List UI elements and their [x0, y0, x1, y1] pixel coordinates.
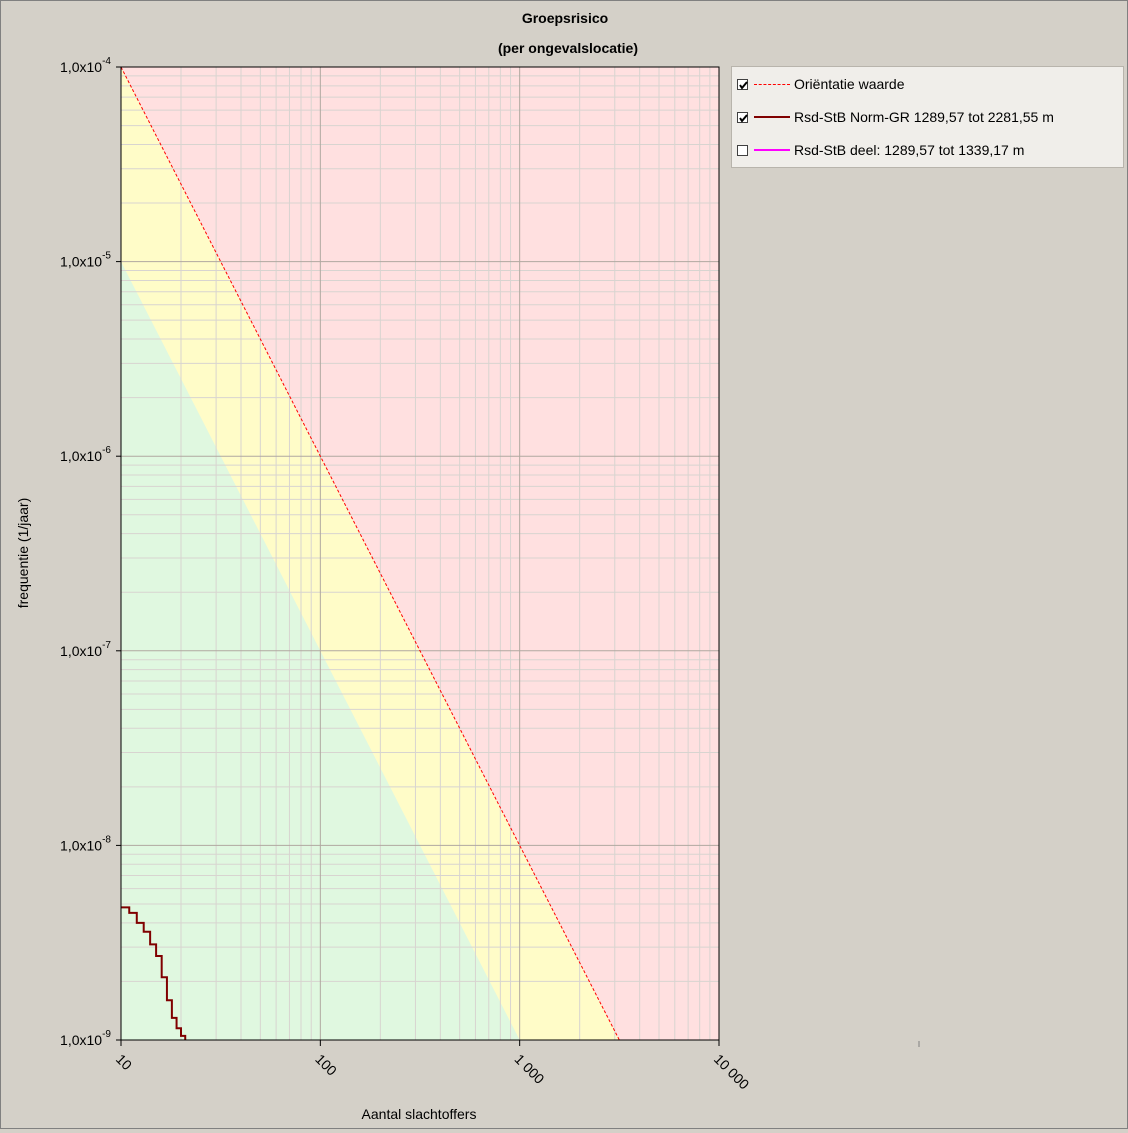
- legend-item-orientatie[interactable]: Oriëntatie waarde: [737, 73, 905, 95]
- y-axis-ticks: 1,0x10-4 1,0x10-5 1,0x10-6 1,0x10-7 1,0x10-8…: [60, 56, 121, 1048]
- checkmark-icon: [739, 80, 748, 90]
- series-line-1: [121, 906, 187, 1040]
- y-tick-label: 1,0x10-5: [60, 251, 111, 270]
- plot-border: [120, 66, 720, 1041]
- y-tick-label: 1,0x10-6: [60, 445, 111, 464]
- y-tick-label: 1,0x10-9: [60, 1029, 111, 1048]
- legend: Oriëntatie waarde Rsd-StB Norm-GR 1289,5…: [731, 66, 1124, 168]
- chart-subtitle: (per ongevalslocatie): [498, 40, 638, 56]
- legend-swatch-dashed-red: [754, 83, 790, 85]
- legend-swatch-magenta: [754, 149, 790, 151]
- legend-label-deel: Rsd-StB deel: 1289,57 tot 1339,17 m: [794, 142, 1025, 158]
- x-axis-title: Aantal slachtoffers: [362, 1106, 477, 1122]
- legend-checkbox-norm-gr[interactable]: [737, 111, 748, 123]
- series-group: [120, 66, 620, 1041]
- chart-title: Groepsrisico: [522, 10, 608, 26]
- x-tick-label: 10: [113, 1051, 135, 1073]
- x-tick-label: 1 000: [512, 1051, 548, 1087]
- y-tick-label: 1,0x10-8: [60, 834, 111, 853]
- legend-label-orientatie: Oriëntatie waarde: [794, 76, 905, 92]
- x-tick-label: 100: [312, 1051, 340, 1079]
- legend-checkbox-orientatie[interactable]: [737, 78, 748, 90]
- y-tick-label: 1,0x10-7: [60, 640, 111, 659]
- plot-area: [120, 66, 720, 1041]
- x-tick-label: 10 000: [711, 1051, 753, 1093]
- series-line-0: [120, 66, 620, 1041]
- y-axis-title: frequentie (1/jaar): [15, 498, 31, 609]
- x-axis-ticks: 10 100 1 000 10 000: [113, 1040, 753, 1093]
- legend-item-norm-gr[interactable]: Rsd-StB Norm-GR 1289,57 tot 2281,55 m: [737, 106, 1054, 128]
- legend-item-deel[interactable]: Rsd-StB deel: 1289,57 tot 1339,17 m: [737, 139, 1024, 161]
- y-tick-label: 1,0x10-4: [60, 56, 111, 75]
- legend-swatch-darkred: [754, 116, 790, 118]
- legend-label-norm-gr: Rsd-StB Norm-GR 1289,57 tot 2281,55 m: [794, 109, 1054, 125]
- legend-checkbox-deel[interactable]: [737, 144, 748, 156]
- minor-grid: [121, 67, 719, 1040]
- checkmark-icon: [739, 113, 748, 123]
